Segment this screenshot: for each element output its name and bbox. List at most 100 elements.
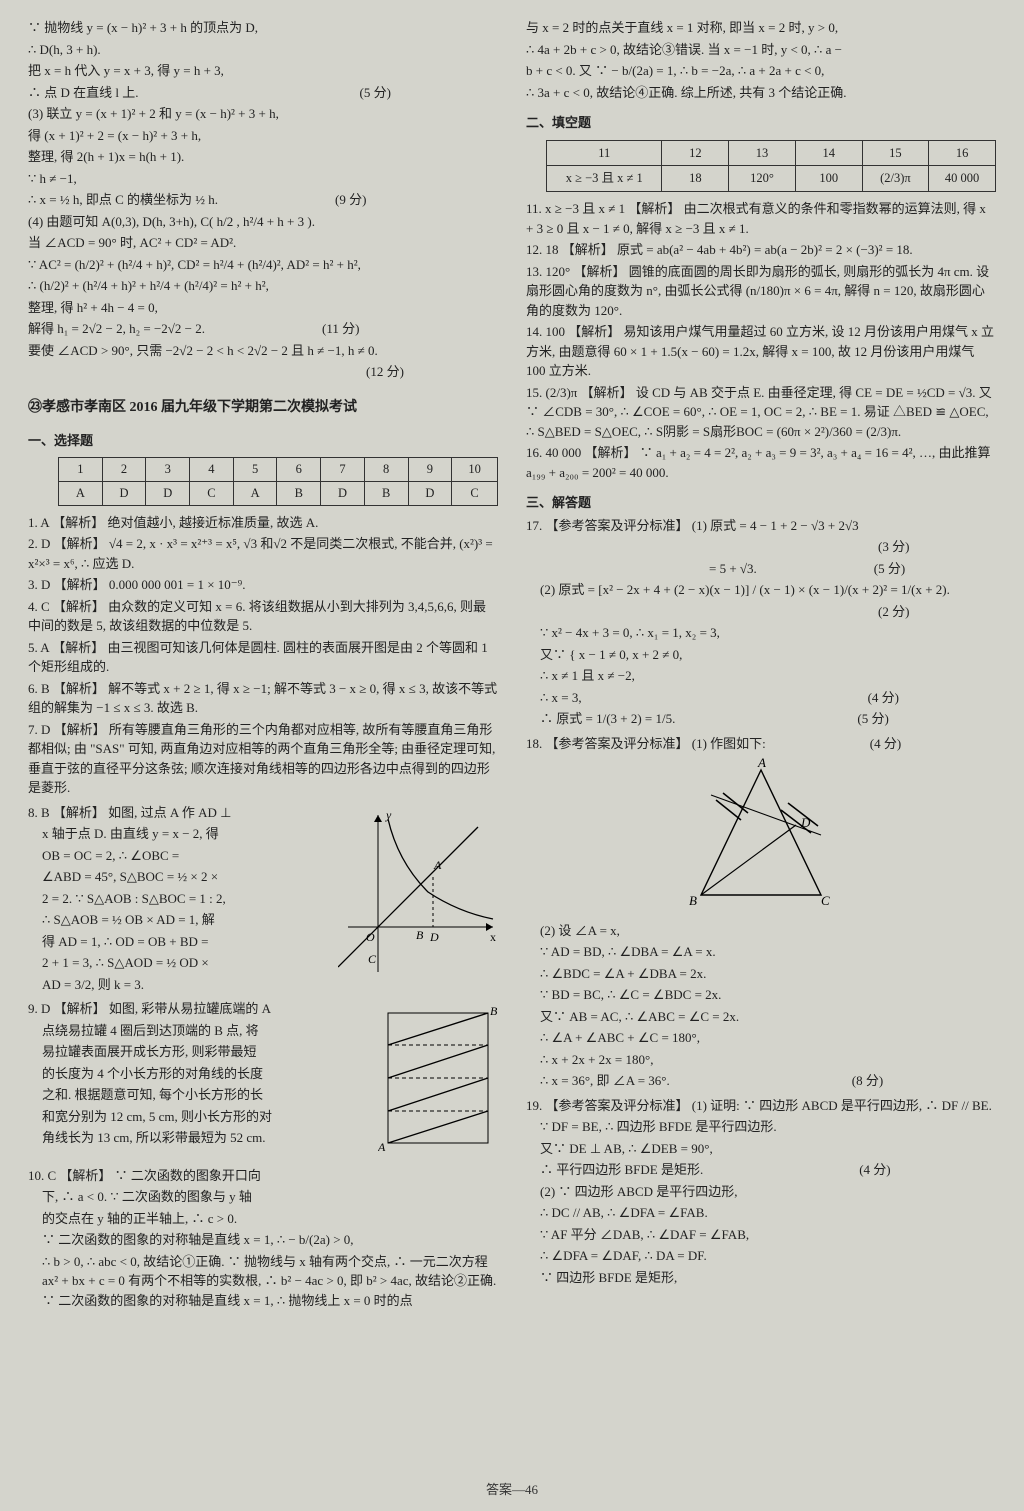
mc-col: 9: [408, 458, 452, 482]
text-line: 16. 40 000 【解析】 ∵ a₁ + a₂ = 4 = 2², a₂ +…: [526, 443, 996, 482]
text-line: (3 分): [526, 537, 996, 557]
text-line: ∴ 4a + 2b + c > 0, 故结论③错误. 当 x = −1 时, y…: [526, 40, 996, 60]
text-line: (3) 联立 y = (x + 1)² + 2 和 y = (x − h)² +…: [28, 104, 498, 124]
text-line: 与 x = 2 时的点关于直线 x = 1 对称, 即当 x = 2 时, y …: [526, 18, 996, 38]
text-line: ∴ ∠A + ∠ABC + ∠C = 180°,: [526, 1028, 996, 1048]
text-line: 当 ∠ACD = 90° 时, AC² + CD² = AD².: [28, 233, 498, 253]
mc-ans: D: [321, 481, 365, 505]
svg-text:A: A: [378, 1140, 386, 1153]
mc-ans: C: [190, 481, 234, 505]
mc-ans: C: [452, 481, 498, 505]
text-line: b + c < 0. 又 ∵ − b/(2a) = 1, ∴ b = −2a, …: [526, 61, 996, 81]
text-line: ∴ x + 2x + 2x = 180°,: [526, 1050, 996, 1070]
mc-col: 10: [452, 458, 498, 482]
svg-text:B: B: [490, 1004, 498, 1018]
svg-text:A: A: [757, 755, 766, 770]
text-line: ∵ AC² = (h/2)² + (h²/4 + h)², CD² = h²/4…: [28, 255, 498, 275]
svg-text:C: C: [821, 893, 830, 908]
q10-block: 10. C 【解析】 ∵ 二次函数的图象开口向 下, ∴ a < 0. ∵ 二次…: [28, 1166, 498, 1313]
section1-title: 一、选择题: [28, 431, 498, 451]
q9-block: B A 9. D 【解析】 如图, 彩带从易拉罐底端的 A 点绕易拉罐 4 圈后…: [28, 999, 498, 1163]
q19-lines: ∵ DF = BE, ∴ 四边形 BFDE 是平行四边形.又∵ DE ⊥ AB,…: [526, 1117, 996, 1287]
text-line: ∴ D(h, 3 + h).: [28, 40, 498, 60]
fill-ans: 18: [662, 166, 729, 192]
text-line: 14. 100 【解析】 易知该用户煤气用量超过 60 立方米, 设 12 月份…: [526, 322, 996, 381]
text-line: ∴ 平行四边形 BFDE 是矩形. (4 分): [526, 1160, 996, 1180]
text-line: 1. A 【解析】 绝对值越小, 越接近标准质量, 故选 A.: [28, 513, 498, 533]
mc-answer-table: 12345678910 ADDCABDBDC: [58, 457, 498, 506]
mc-ans: B: [364, 481, 408, 505]
mc-ans: B: [277, 481, 321, 505]
text-line: 下, ∴ a < 0. ∵ 二次函数的图象与 y 轴: [28, 1187, 498, 1207]
q17-lines: (3 分) = 5 + √3. (5 分)(2) 原式 = [x² − 2x +…: [526, 537, 996, 729]
text-line: ∴ b > 0, ∴ abc < 0, 故结论①正确. ∵ 抛物线与 x 轴有两…: [28, 1252, 498, 1311]
q8-graph: x y O A B D C: [338, 807, 498, 983]
text-line: 4. C 【解析】 由众数的定义可知 x = 6. 将该组数据从小到大排列为 3…: [28, 597, 498, 636]
q18-figure: A B C D: [526, 755, 996, 921]
fill-ans: 40 000: [929, 166, 996, 192]
svg-text:B: B: [689, 893, 697, 908]
page-footer: 答案—46: [28, 1480, 996, 1500]
text-line: (4) 由题可知 A(0,3), D(h, 3+h), C( h/2 , h²/…: [28, 212, 498, 232]
mc-ans: A: [233, 481, 277, 505]
q8-block: x y O A B D C 8. B 【解析】 如图, 过点 A 作 AD ⊥ …: [28, 803, 498, 997]
text-line: ∴ ∠DFA = ∠DAF, ∴ DA = DF.: [526, 1246, 996, 1266]
mc-ans: A: [59, 481, 103, 505]
text-line: ∵ 四边形 BFDE 是矩形,: [526, 1268, 996, 1288]
text-line: = 5 + √3. (5 分): [526, 559, 996, 579]
text-line: ∴ (h/2)² + (h²/4 + h)² + h²/4 + (h²/4)² …: [28, 276, 498, 296]
svg-text:B: B: [416, 928, 424, 942]
left-intro: ∵ 抛物线 y = (x − h)² + 3 + h 的顶点为 D,∴ D(h,…: [28, 18, 498, 384]
svg-text:A: A: [433, 858, 442, 872]
text-line: 整理, 得 2(h + 1)x = h(h + 1).: [28, 147, 498, 167]
fill-ans: 120°: [729, 166, 796, 192]
text-line: ∵ x² − 4x + 3 = 0, ∴ x₁ = 1, x₂ = 3,: [526, 623, 996, 643]
text-line: 的交点在 y 轴的正半轴上, ∴ c > 0.: [28, 1209, 498, 1229]
text-line: ∴ ∠BDC = ∠A + ∠DBA = 2x.: [526, 964, 996, 984]
fill-col: 16: [929, 140, 996, 166]
fill-ans: 100: [795, 166, 862, 192]
fill-col: 12: [662, 140, 729, 166]
q18-lines: (2) 设 ∠A = x,∵ AD = BD, ∴ ∠DBA = ∠A = x.…: [526, 921, 996, 1091]
q10-lines: 下, ∴ a < 0. ∵ 二次函数的图象与 y 轴的交点在 y 轴的正半轴上,…: [28, 1187, 498, 1310]
text-line: 又∵ { x − 1 ≠ 0, x + 2 ≠ 0,: [526, 645, 996, 665]
page-columns: ∵ 抛物线 y = (x − h)² + 3 + h 的顶点为 D,∴ D(h,…: [28, 18, 996, 1472]
text-line: 得 (x + 1)² + 2 = (x − h)² + 3 + h,: [28, 126, 498, 146]
text-line: 整理, 得 h² + 4h − 4 = 0,: [28, 298, 498, 318]
text-line: (2 分): [526, 602, 996, 622]
mc-col: 2: [102, 458, 146, 482]
mc-explanations: 1. A 【解析】 绝对值越小, 越接近标准质量, 故选 A.2. D 【解析】…: [28, 513, 498, 800]
fill-explanations: 11. x ≥ −3 且 x ≠ 1 【解析】 由二次根式有意义的条件和零指数幂…: [526, 199, 996, 484]
text-line: ∵ h ≠ −1,: [28, 169, 498, 189]
q19-block: 19. 【参考答案及评分标准】 (1) 证明: ∵ 四边形 ABCD 是平行四边…: [526, 1096, 996, 1290]
q18-block: 18. 【参考答案及评分标准】 (1) 作图如下: (4 分) A B C D: [526, 734, 996, 1093]
text-line: ∴ 3a + c < 0, 故结论④正确. 综上所述, 共有 3 个结论正确.: [526, 83, 996, 103]
text-line: ∴ x = ½ h, 即点 C 的横坐标为 ½ h. (9 分): [28, 190, 498, 210]
text-line: (12 分): [28, 362, 498, 382]
text-line: 7. D 【解析】 所有等腰直角三角形的三个内角都对应相等, 故所有等腰直角三角…: [28, 720, 498, 798]
text-line: 15. (2/3)π 【解析】 设 CD 与 AB 交于点 E. 由垂径定理, …: [526, 383, 996, 442]
text-line: ∵ AF 平分 ∠DAB, ∴ ∠DAF = ∠FAB,: [526, 1225, 996, 1245]
fill-ans: x ≥ −3 且 x ≠ 1: [547, 166, 662, 192]
text-line: 2. D 【解析】 √4 = 2, x · x³ = x²⁺³ = x⁵, √3…: [28, 534, 498, 573]
text-line: ∴ 点 D 在直线 l 上. (5 分): [28, 83, 498, 103]
text-line: (2) 设 ∠A = x,: [526, 921, 996, 941]
section3-title: 三、解答题: [526, 493, 996, 513]
text-line: 把 x = h 代入 y = x + 3, 得 y = h + 3,: [28, 61, 498, 81]
text-line: ∴ x ≠ 1 且 x ≠ −2,: [526, 666, 996, 686]
fill-col: 11: [547, 140, 662, 166]
mc-col: 5: [233, 458, 277, 482]
q10-head: 10. C 【解析】 ∵ 二次函数的图象开口向: [28, 1166, 498, 1186]
section2-title: 二、填空题: [526, 113, 996, 133]
q17-head: 17. 【参考答案及评分标准】 (1) 原式 = 4 − 1 + 2 − √3 …: [526, 516, 996, 536]
text-line: 3. D 【解析】 0.000 000 001 = 1 × 10⁻⁹.: [28, 575, 498, 595]
text-line: ∴ x = 3, (4 分): [526, 688, 996, 708]
mc-col: 7: [321, 458, 365, 482]
svg-text:x: x: [490, 930, 496, 944]
mc-col: 6: [277, 458, 321, 482]
text-line: ∵ 抛物线 y = (x − h)² + 3 + h 的顶点为 D,: [28, 18, 498, 38]
text-line: 12. 18 【解析】 原式 = ab(a² − 4ab + 4b²) = ab…: [526, 240, 996, 260]
q19-head: 19. 【参考答案及评分标准】 (1) 证明: ∵ 四边形 ABCD 是平行四边…: [526, 1096, 996, 1116]
text-line: ∴ 原式 = 1/(3 + 2) = 1/5. (5 分): [526, 709, 996, 729]
mc-col: 1: [59, 458, 103, 482]
